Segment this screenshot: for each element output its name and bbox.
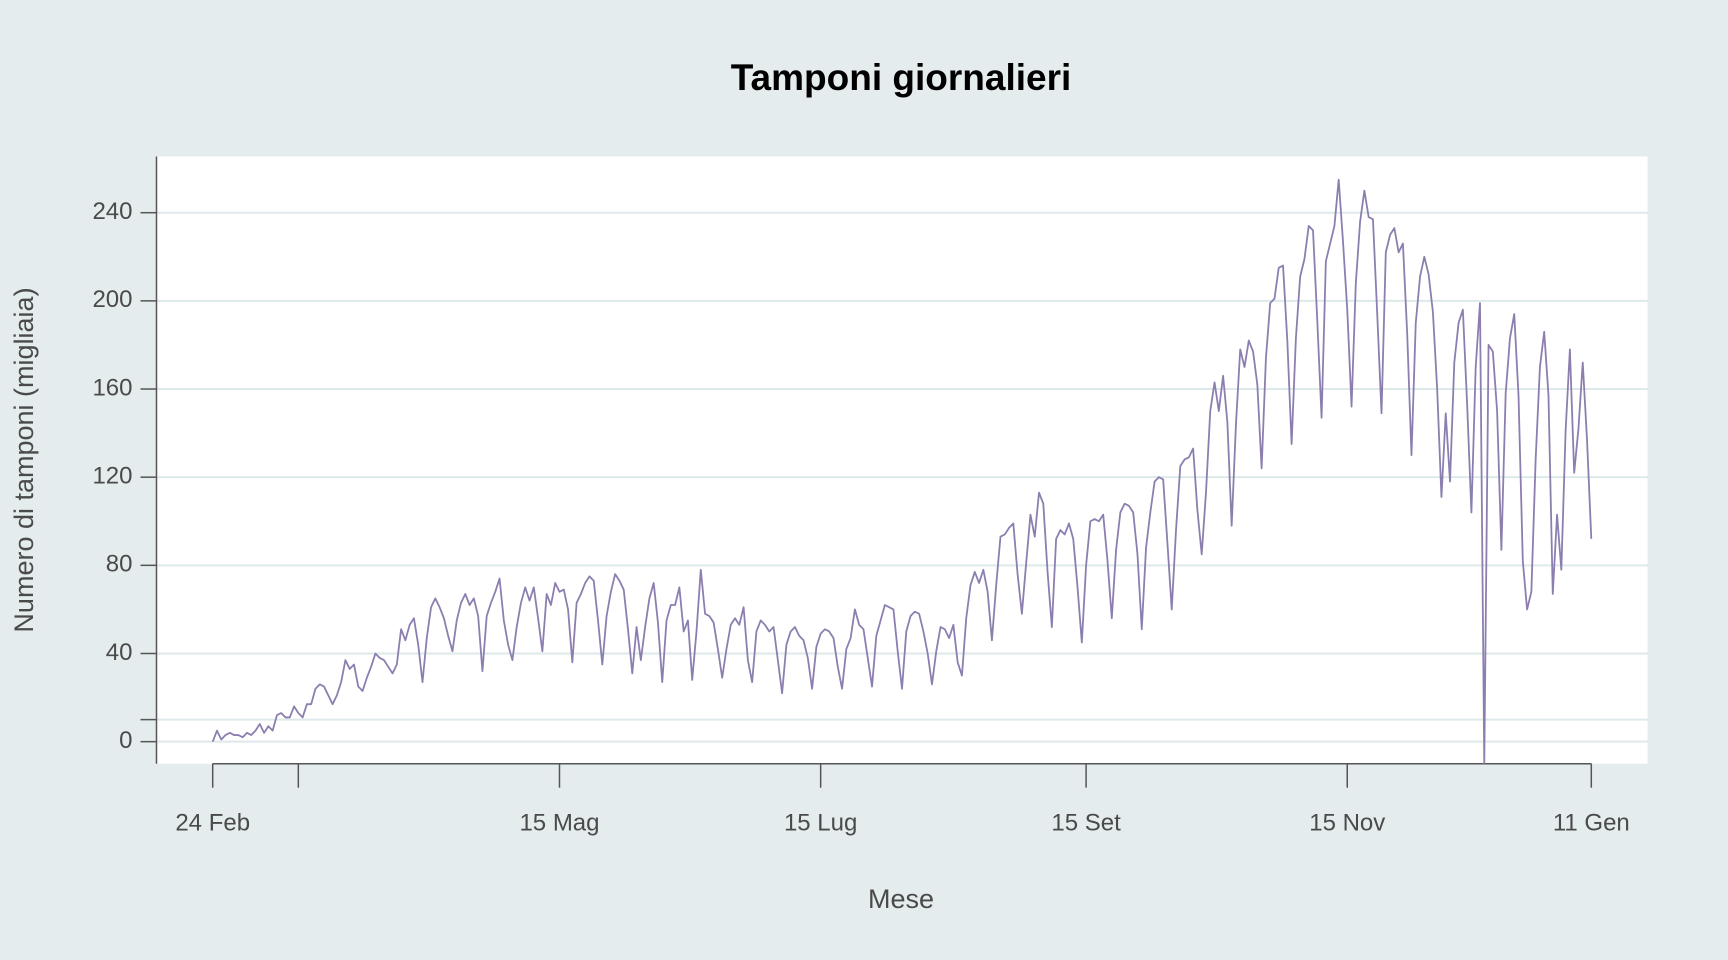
y-tick-label: 80 [106,551,133,578]
x-tick-label: 15 Set [1051,809,1121,836]
plot-clip-group [211,178,1593,764]
x-axis-label: Mese [868,884,934,914]
plot-area [156,156,1648,764]
y-axis-label: Numero di tamponi (migliaia) [9,287,39,632]
y-tick-label: 200 [92,286,132,313]
x-tick-label: 24 Feb [175,809,250,836]
y-tick-label: 160 [92,374,132,401]
chart-title: Tamponi giornalieri [731,57,1072,98]
x-tick-label: 11 Gen [1553,809,1630,836]
x-tick-label: 15 Mag [519,809,599,836]
y-tick-label: 40 [106,639,133,666]
x-tick-label: 15 Lug [784,809,857,836]
data-line [211,178,1593,764]
y-tick-label: 0 [119,727,132,754]
y-tick-label: 240 [92,198,132,225]
y-tick-label: 120 [92,463,132,490]
x-tick-label: 15 Nov [1309,809,1385,836]
